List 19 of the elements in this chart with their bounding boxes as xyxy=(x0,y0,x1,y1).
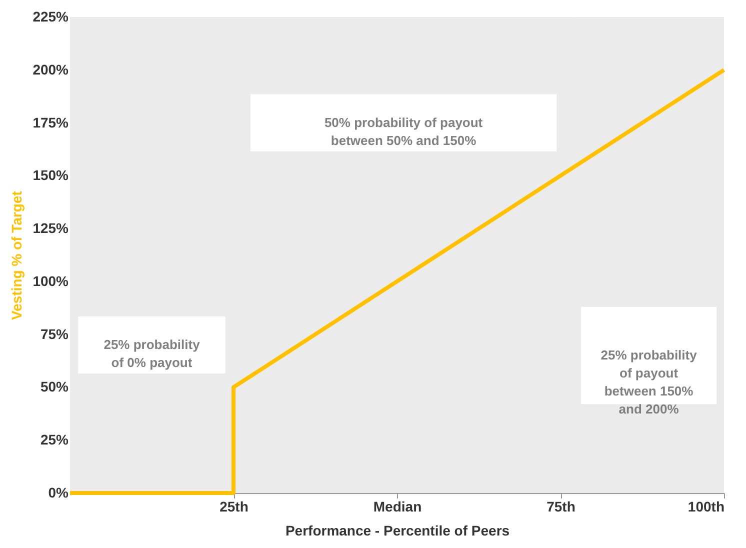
y-tick-label: 225% xyxy=(32,8,70,24)
x-tick-label: 75th xyxy=(546,498,576,514)
y-tick-label: 125% xyxy=(32,220,70,236)
y-tick-label: 150% xyxy=(32,167,70,184)
y-tick-label: 100% xyxy=(32,272,70,289)
y-tick-label: 175% xyxy=(32,114,70,130)
x-tick-label: 25th xyxy=(220,498,248,514)
band-label: 25% probability of payout between 150% and 200% xyxy=(600,347,698,416)
x-axis-title: Performance - Percentile of Peers xyxy=(285,522,510,538)
y-tick-label: 0% xyxy=(48,484,70,500)
y-tick-label: 25% xyxy=(40,432,70,448)
y-axis-title: Vesting % of Target xyxy=(8,190,25,320)
y-tick-label: 200% xyxy=(32,61,70,78)
x-tick-label: Median xyxy=(373,498,422,514)
band-label: 25% probability of 0% payout xyxy=(104,336,201,370)
y-tick-label: 75% xyxy=(40,326,70,342)
band-label: 50% probability of payout between 50% and 150% xyxy=(324,114,484,148)
x-tick-label: 100th xyxy=(688,498,724,514)
y-tick-label: 50% xyxy=(40,378,70,395)
